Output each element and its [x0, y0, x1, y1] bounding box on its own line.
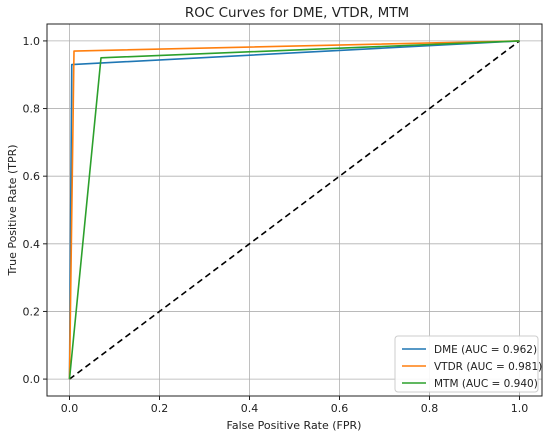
legend-label-vtdr: VTDR (AUC = 0.981) — [434, 361, 542, 373]
y-tick-label: 0.0 — [23, 373, 41, 386]
y-tick-label: 1.0 — [23, 35, 41, 48]
y-tick-label: 0.6 — [23, 170, 41, 183]
chart-title: ROC Curves for DME, VTDR, MTM — [185, 5, 409, 21]
legend-label-mtm: MTM (AUC = 0.940) — [434, 378, 538, 390]
x-tick-label: 0.0 — [61, 402, 79, 415]
chance-diagonal-line — [69, 40, 520, 380]
grid-lines — [47, 24, 542, 396]
y-tick-label: 0.8 — [23, 103, 41, 116]
legend-box — [394, 335, 539, 393]
series-lines — [68, 40, 520, 380]
y-tick-label: 0.2 — [23, 305, 41, 318]
y-axis-label: True Positive Rate (TPR) — [6, 144, 19, 276]
legend: DME (AUC = 0.962) VTDR (AUC = 0.981) MTM (… — [394, 335, 542, 393]
x-axis-label: False Positive Rate (FPR) — [227, 419, 362, 432]
x-axis-ticks: 0.0 0.2 0.4 0.6 0.8 1.0 — [61, 396, 529, 415]
legend-entries: DME (AUC = 0.962) VTDR (AUC = 0.981) MTM (… — [402, 344, 542, 390]
plot-frame — [46, 23, 543, 397]
x-tick-label: 0.2 — [151, 402, 169, 415]
x-tick-label: 0.8 — [421, 402, 439, 415]
series-line-mtm — [68, 40, 520, 380]
reference-line-group — [69, 40, 520, 380]
y-axis-ticks: 0.0 0.2 0.4 0.6 0.8 1.0 — [23, 35, 47, 386]
x-tick-label: 0.4 — [241, 402, 259, 415]
x-tick-label: 0.6 — [331, 402, 349, 415]
legend-label-dme: DME (AUC = 0.962) — [434, 344, 537, 356]
series-line-vtdr — [68, 40, 520, 380]
y-tick-label: 0.4 — [23, 238, 41, 251]
x-tick-label: 1.0 — [511, 402, 529, 415]
